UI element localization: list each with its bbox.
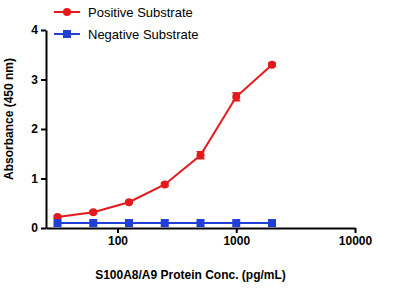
series-line xyxy=(58,65,272,217)
x-tick-label: 1000 xyxy=(223,234,250,248)
error-bar xyxy=(197,152,205,159)
legend: Positive Substrate Negative Substrate xyxy=(54,5,199,42)
y-tick-mark xyxy=(41,228,46,230)
legend-marker xyxy=(63,8,71,16)
y-tick-label: 4 xyxy=(31,23,38,37)
legend-item: Positive Substrate xyxy=(54,5,193,20)
y-tick-label: 2 xyxy=(31,122,38,136)
y-tick: 3 xyxy=(31,73,46,87)
marks xyxy=(54,61,276,227)
y-tick-label: 1 xyxy=(31,172,38,186)
point xyxy=(268,61,276,69)
point xyxy=(161,180,169,188)
y-tick-mark xyxy=(41,30,46,32)
x-axis-line xyxy=(47,228,356,230)
point xyxy=(232,219,240,227)
legend-label: Negative Substrate xyxy=(88,27,199,42)
y-tick-label: 0 xyxy=(31,221,38,235)
x-axis: 100 1000 10000 xyxy=(47,228,373,248)
chart: 100 1000 10000 0 1 2 3 4 S100A8/A9 Protein Conc.… xyxy=(0,0,403,291)
x-tick: 1000 xyxy=(223,228,250,248)
error-bar xyxy=(232,93,240,101)
y-tick-mark xyxy=(41,129,46,131)
y-tick: 1 xyxy=(31,172,46,186)
point xyxy=(268,219,276,227)
x-tick-label: 10000 xyxy=(339,234,373,248)
x-tick: 10000 xyxy=(339,228,373,248)
y-tick: 0 xyxy=(31,221,46,235)
x-tick: 100 xyxy=(108,228,128,248)
x-tick-mark xyxy=(236,228,238,233)
y-axis: 0 1 2 3 4 xyxy=(31,23,46,235)
plot: 100 1000 10000 0 1 2 3 4 xyxy=(31,23,372,247)
x-axis-title: S100A8/A9 Protein Conc. (pg/mL) xyxy=(95,268,286,282)
point xyxy=(197,219,205,227)
legend-label: Positive Substrate xyxy=(88,5,193,20)
y-tick-mark xyxy=(41,79,46,81)
point xyxy=(197,151,205,159)
x-tick-mark xyxy=(117,228,119,233)
legend-marker xyxy=(63,30,71,38)
point xyxy=(89,219,97,227)
y-tick: 2 xyxy=(31,122,46,136)
y-tick: 4 xyxy=(31,23,46,37)
x-tick-label: 100 xyxy=(108,234,128,248)
point xyxy=(232,93,240,101)
y-tick-mark xyxy=(41,178,46,180)
point xyxy=(125,198,133,206)
legend-item: Negative Substrate xyxy=(54,27,199,42)
point xyxy=(89,208,97,216)
y-tick-label: 3 xyxy=(31,73,38,87)
x-tick-mark xyxy=(355,228,357,233)
point xyxy=(161,219,169,227)
point xyxy=(54,219,62,227)
y-axis-title: Absorbance (450 nm) xyxy=(2,58,16,180)
point xyxy=(125,219,133,227)
